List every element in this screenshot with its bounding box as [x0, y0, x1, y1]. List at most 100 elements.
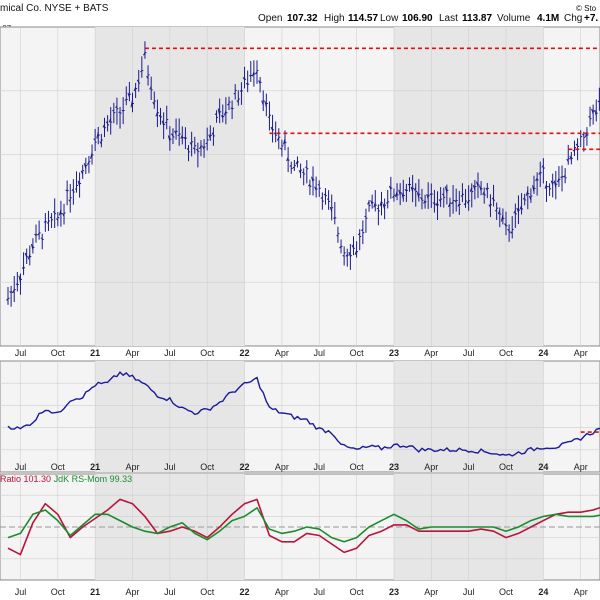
volume-value: 4.1M: [537, 13, 559, 24]
x-tick-label: Apr: [275, 348, 289, 358]
price-bar-open-tick: [451, 201, 454, 204]
price-bar-open-tick: [597, 100, 600, 103]
price-bar-open-tick: [133, 87, 137, 92]
price-bar-open-tick: [329, 206, 333, 212]
x-tick-label: Jul: [164, 587, 176, 597]
price-bar-open-tick: [18, 275, 21, 283]
x-tick-label: 22: [240, 587, 250, 597]
price-bar-open-tick: [242, 77, 245, 80]
price-bar-open-tick: [34, 233, 37, 236]
price-bar-open-tick: [588, 116, 591, 118]
price-bar-open-tick: [516, 207, 519, 213]
ratio-legend-prefix: Ratio: [0, 474, 21, 484]
price-bar-open-tick: [379, 200, 382, 207]
x-tick-label: Jul: [313, 587, 325, 597]
ratio-legend-value: 101.30: [24, 474, 52, 484]
price-bar-open-tick: [90, 152, 93, 159]
x-tick-label: Apr: [275, 462, 289, 472]
x-tick-label: Jul: [313, 348, 325, 358]
price-bar-open-tick: [522, 197, 526, 200]
price-bar-open-tick: [432, 202, 435, 205]
price-bar-open-tick: [161, 120, 165, 126]
price-bar-open-tick: [342, 254, 345, 257]
x-tick-label: 23: [389, 587, 399, 597]
price-panel: [0, 26, 600, 347]
x-tick-label: 24: [538, 587, 548, 597]
x-tick-label: Jul: [463, 462, 475, 472]
price-bar-open-tick: [535, 177, 538, 182]
price-bar-open-tick: [538, 171, 541, 175]
x-tick-label: Apr: [424, 587, 438, 597]
price-bar-open-tick: [525, 190, 529, 196]
price-bar-open-tick: [370, 200, 373, 205]
x-tick-label: Oct: [350, 348, 365, 358]
price-bar-open-tick: [108, 118, 112, 123]
x-tick-label: Apr: [125, 587, 139, 597]
x-tick-label: Apr: [125, 348, 139, 358]
price-bar-open-tick: [65, 189, 68, 192]
x-tick-label: 21: [90, 348, 100, 358]
price-bar-open-tick: [12, 289, 15, 294]
low-label: Low: [380, 13, 399, 24]
high-value: 114.57: [348, 13, 378, 24]
momentum-legend-label: JdK RS-Mom: [54, 474, 108, 484]
price-bar-open-tick: [249, 75, 251, 77]
price-bar-open-tick: [99, 141, 102, 145]
relative-strength-panel: [0, 360, 600, 473]
price-bar-open-tick: [251, 71, 255, 77]
price-bar-open-tick: [416, 192, 420, 199]
price-bar-open-tick: [320, 196, 323, 199]
price-bar-open-tick: [410, 186, 414, 192]
open-value: 107.32: [287, 13, 318, 24]
price-bar-open-tick: [401, 192, 404, 200]
x-tick-label: Oct: [200, 462, 215, 472]
price-bar-open-tick: [102, 124, 105, 128]
high-label: High: [324, 13, 345, 24]
price-bar-open-tick: [77, 180, 81, 187]
x-tick-label: 22: [240, 348, 250, 358]
price-bar-open-tick: [308, 183, 311, 187]
price-bar-open-tick: [566, 158, 569, 162]
price-bar-open-tick: [83, 163, 87, 169]
x-tick-label: Jul: [313, 462, 325, 472]
price-bar-open-tick: [420, 197, 423, 201]
price-bar-open-tick: [463, 202, 466, 206]
price-bar-open-tick: [9, 290, 12, 294]
price-bar-open-tick: [454, 200, 457, 203]
price-bar-open-tick: [472, 184, 476, 191]
price-bar-open-tick: [594, 109, 597, 116]
price-bar-open-tick: [544, 184, 547, 189]
rs-ratio-line: [7, 498, 600, 556]
price-bar-open-tick: [519, 205, 523, 210]
price-bar-open-tick: [460, 194, 463, 197]
price-bar-open-tick: [581, 133, 585, 136]
price-bar-open-tick: [373, 202, 376, 208]
price-bar-open-tick: [15, 283, 18, 285]
price-bar-open-tick: [429, 193, 432, 196]
x-axis-labels: Jul Oct 21 Apr Jul Oct 22 Apr Jul Oct 23 Apr Jul Oct 2…: [15, 348, 588, 597]
chg-value: +7.: [584, 13, 598, 24]
x-tick-label: Apr: [275, 587, 289, 597]
price-bar-open-tick: [354, 250, 358, 255]
chg-label: Chg: [564, 13, 582, 24]
price-bar-open-tick: [497, 210, 501, 215]
price-bar-open-tick: [214, 113, 217, 116]
price-bar-open-tick: [149, 86, 152, 90]
price-bar-open-tick: [298, 170, 302, 174]
rs-momentum-line: [7, 507, 600, 543]
price-bar-open-tick: [49, 216, 52, 219]
price-bar-open-tick: [171, 133, 174, 137]
price-bar-open-tick: [255, 71, 258, 75]
price-bar-open-tick: [289, 165, 292, 167]
price-bar-open-tick: [398, 189, 401, 196]
price-bar-open-tick: [164, 121, 168, 124]
price-bar-open-tick: [504, 223, 507, 227]
price-bar-open-tick: [115, 105, 118, 109]
price-bar-open-tick: [21, 266, 24, 269]
x-tick-label: Oct: [51, 348, 66, 358]
price-bar-open-tick: [407, 183, 410, 186]
price-bar-open-tick: [510, 231, 513, 234]
price-bar-open-tick: [158, 114, 161, 118]
price-bar-open-tick: [62, 213, 65, 217]
price-bar-open-tick: [351, 244, 354, 249]
